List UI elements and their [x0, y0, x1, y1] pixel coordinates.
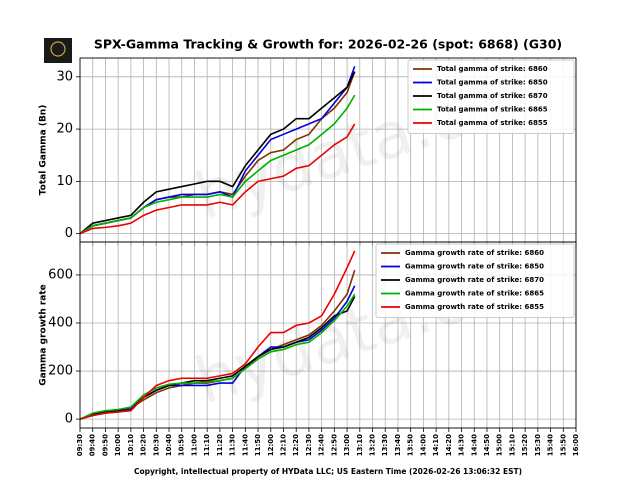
series-line	[80, 94, 356, 235]
y-tick-label: 200	[48, 364, 73, 379]
x-tick-label: 12:30	[305, 434, 313, 456]
x-tick-label: 12:40	[318, 434, 326, 456]
x-tick-label: 11:40	[241, 434, 249, 456]
x-tick-label: 15:40	[547, 434, 555, 456]
x-tick-label: 11:50	[254, 434, 262, 456]
series-line	[80, 123, 356, 235]
series-line	[80, 71, 356, 235]
x-axis-label: Copyright, intellectual property of HYDa…	[134, 467, 522, 476]
x-tick-label: 15:50	[559, 434, 567, 456]
axes-frame	[79, 241, 577, 429]
y-tick-label: 600	[48, 267, 73, 282]
logo-mark	[50, 41, 66, 57]
x-tick-label: 14:00	[419, 434, 427, 456]
x-tick-label: 15:10	[508, 434, 516, 456]
y-tick-label: 400	[48, 315, 73, 330]
legend-label: Gamma growth rate of strike: 6850	[405, 263, 544, 271]
x-tick-label: 16:00	[572, 434, 580, 456]
x-tick-label: 10:10	[127, 434, 135, 456]
legend-label: Total gamma of strike: 6850	[437, 79, 548, 87]
x-tick-label: 10:30	[152, 434, 160, 456]
x-tick-label: 14:10	[432, 434, 440, 456]
legend-box	[407, 59, 575, 134]
y-axis-label: Gamma growth rate	[39, 284, 49, 386]
x-tick-label: 09:40	[89, 434, 97, 456]
x-tick-label: 09:30	[76, 434, 84, 456]
x-tick-label: 15:30	[534, 434, 542, 456]
y-tick-label: 0	[65, 226, 73, 241]
legend-label: Gamma growth rate of strike: 6865	[405, 290, 544, 298]
x-tick-label: 13:50	[407, 434, 415, 456]
legend-label: Total gamma of strike: 6865	[437, 106, 548, 114]
x-tick-label: 10:50	[178, 434, 186, 456]
x-tick-label: 11:10	[203, 434, 211, 456]
y-axis-label: Total Gamma (Bn)	[39, 105, 49, 196]
x-tick-label: 12:20	[292, 434, 300, 456]
y-tick-label: 0	[65, 412, 73, 427]
series-line	[80, 293, 356, 420]
x-tick-label: 09:50	[101, 434, 109, 456]
x-tick-label: 12:10	[279, 434, 287, 456]
chart-title: SPX-Gamma Tracking & Growth for: 2026-02…	[94, 37, 562, 52]
y-tick-label: 20	[56, 122, 73, 137]
legend-label: Gamma growth rate of strike: 6870	[405, 276, 544, 284]
legend-label: Total gamma of strike: 6855	[437, 119, 548, 127]
x-tick-label: 12:50	[330, 434, 338, 456]
x-tick-label: 11:00	[190, 434, 198, 456]
y-tick-label: 30	[56, 69, 73, 84]
x-tick-label: 11:20	[216, 434, 224, 456]
legend-label: Gamma growth rate of strike: 6855	[405, 303, 544, 311]
x-tick-label: 13:10	[356, 434, 364, 456]
x-tick-label: 10:20	[140, 434, 148, 456]
x-tick-label: 13:30	[381, 434, 389, 456]
x-tick-label: 13:20	[369, 434, 377, 456]
legend-label: Total gamma of strike: 6870	[437, 92, 548, 100]
series-line	[80, 250, 356, 420]
y-tick-label: 10	[56, 174, 73, 189]
x-tick-label: 12:00	[267, 434, 275, 456]
legend-box	[375, 243, 575, 318]
x-tick-label: 13:40	[394, 434, 402, 456]
x-tick-label: 11:30	[229, 434, 237, 456]
x-tick-label: 15:20	[521, 434, 529, 456]
x-tick-label: 13:00	[343, 434, 351, 456]
x-tick-label: 14:30	[458, 434, 466, 456]
x-tick-label: 14:20	[445, 434, 453, 456]
x-tick-label: 10:40	[165, 434, 173, 456]
x-tick-label: 15:00	[496, 434, 504, 456]
legend-label: Gamma growth rate of strike: 6860	[405, 249, 544, 257]
x-tick-label: 14:50	[483, 434, 491, 456]
x-tick-label: 10:00	[114, 434, 122, 456]
legend-label: Total gamma of strike: 6860	[437, 65, 548, 73]
x-tick-label: 14:40	[470, 434, 478, 456]
